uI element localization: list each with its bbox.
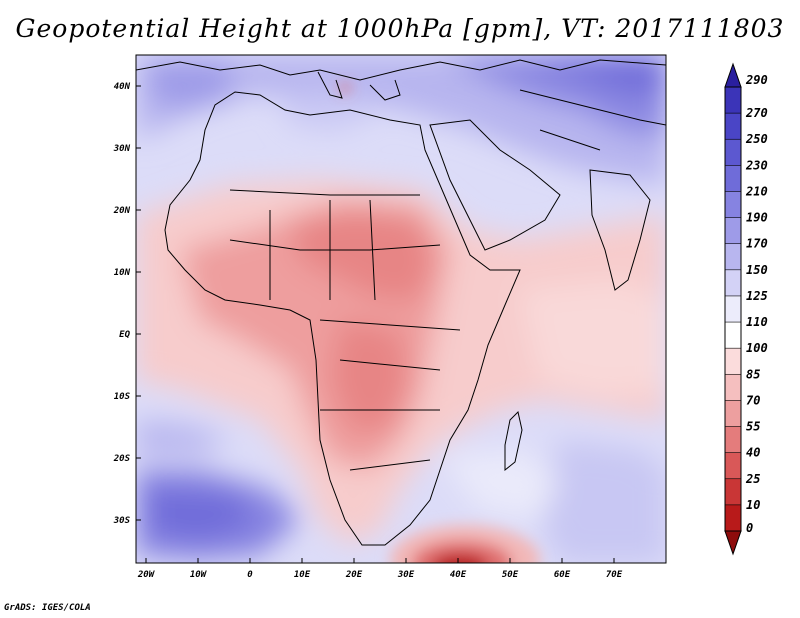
colorbar-bin: [724, 243, 742, 271]
colorbar-bin: [724, 504, 742, 532]
colorbar-bottom-arrow: [724, 530, 742, 556]
lon-tick-0: 0: [247, 570, 253, 580]
colorbar-label: 210: [745, 184, 768, 198]
colorbar-bin: [724, 321, 742, 349]
colorbar: 2902702502302101901701501251101008570554…: [724, 62, 768, 556]
lon-tick-10w: 10W: [190, 570, 208, 580]
lat-tick-20s: 20S: [113, 454, 131, 464]
colorbar-label: 0: [746, 521, 753, 535]
colorbar-bin: [724, 426, 742, 454]
colorbar-label: 40: [746, 446, 760, 460]
colorbar-bin: [724, 295, 742, 323]
lon-tick-70e: 70E: [606, 570, 623, 580]
lon-tick-20e: 20E: [345, 570, 363, 580]
colorbar-label: 290: [745, 73, 768, 87]
lon-axis: 20W 10W 0 10E 20E 30E 40E 50E 60E 70E: [137, 558, 623, 580]
colorbar-bin: [724, 138, 742, 167]
colorbar-label: 25: [745, 472, 760, 486]
lat-tick-eq: EQ: [119, 330, 130, 340]
colorbar-label: 230: [745, 158, 768, 172]
colorbar-bin: [724, 373, 742, 402]
coastlines: [136, 59, 666, 546]
colorbar-frame: [724, 86, 742, 532]
colorbar-bin: [724, 347, 742, 376]
chart-title: Geopotential Height at 1000hPa [gpm], VT…: [15, 14, 785, 43]
colorbar-label: 70: [746, 393, 760, 407]
plot-frame: [135, 54, 667, 564]
footer-credit: GrADS: IGES/COLA: [4, 603, 91, 613]
colorbar-top-arrow: [724, 62, 742, 88]
colorbar-bin: [724, 478, 742, 506]
colorbar-label: 250: [745, 132, 768, 146]
colorbar-bin: [724, 165, 742, 193]
colorbar-label: 10: [746, 498, 760, 512]
colorbar-bin: [724, 452, 742, 480]
lat-axis: 40N 30N 20N 10N EQ 10S 20S 30S: [113, 82, 141, 526]
colorbar-bin: [724, 112, 742, 141]
colorbar-label: 125: [746, 289, 768, 303]
colorbar-label: 100: [746, 341, 768, 355]
colorbar-label: 270: [745, 106, 768, 120]
lon-tick-10e: 10E: [294, 570, 311, 580]
lat-tick-40n: 40N: [114, 82, 131, 92]
lon-tick-30e: 30E: [397, 570, 415, 580]
lat-tick-30n: 30N: [113, 144, 131, 154]
colorbar-label: 190: [746, 211, 768, 225]
lon-tick-50e: 50E: [502, 570, 519, 580]
colorbar-label: 110: [746, 315, 768, 329]
colorbar-label: 150: [746, 263, 768, 277]
colorbar-label: 170: [746, 237, 768, 251]
colorbar-bin: [724, 191, 742, 219]
colorbar-label: 85: [746, 367, 760, 381]
lon-tick-40e: 40E: [450, 570, 467, 580]
lat-tick-10s: 10S: [114, 392, 131, 402]
height-field: [136, 55, 666, 563]
colorbar-bin: [724, 400, 742, 428]
lat-tick-30s: 30S: [113, 516, 131, 526]
lon-tick-20w: 20W: [137, 570, 156, 580]
colorbar-bin: [724, 86, 742, 114]
colorbar-label: 55: [746, 420, 760, 434]
lat-tick-10n: 10N: [114, 268, 131, 278]
lat-tick-20n: 20N: [113, 206, 131, 216]
colorbar-bin: [724, 217, 742, 245]
lon-tick-60e: 60E: [554, 570, 571, 580]
colorbar-bin: [724, 269, 742, 297]
